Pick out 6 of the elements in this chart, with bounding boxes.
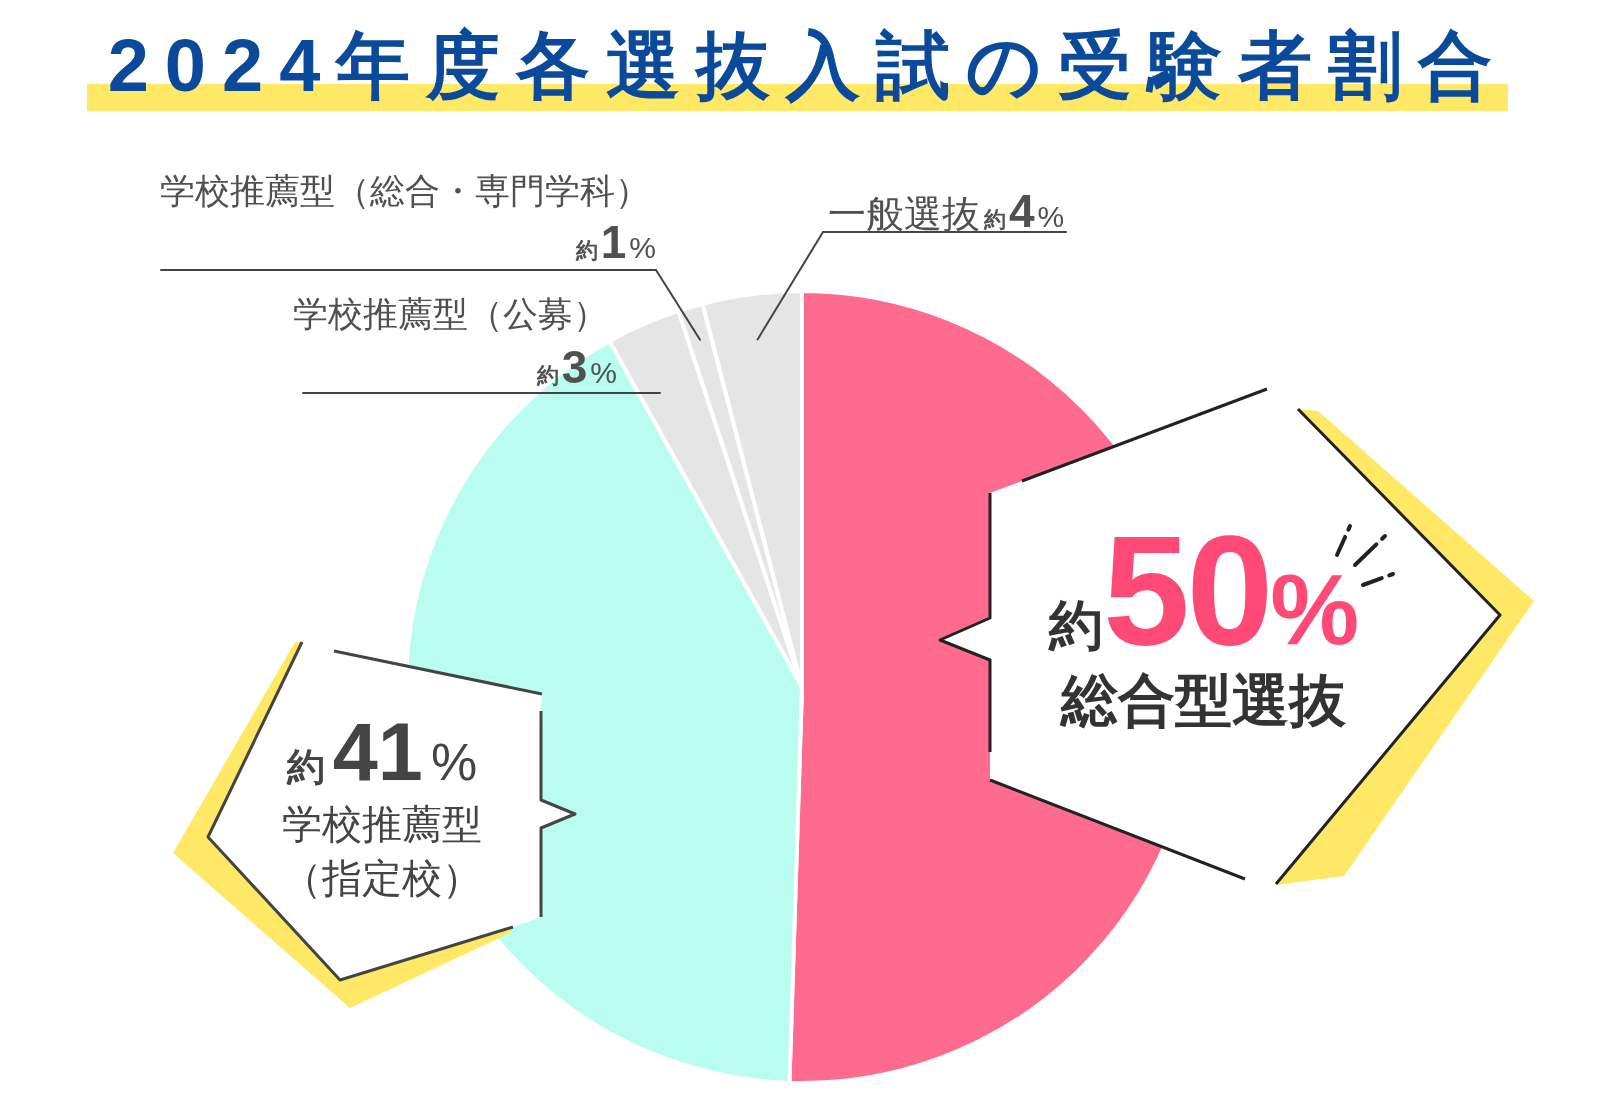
- slice-label: 学校推薦型（公募）: [293, 294, 608, 333]
- data-label: 約3%: [536, 341, 617, 393]
- slice-label: 一般選抜: [828, 193, 980, 235]
- slice-label: 学校推薦型（総合・専門学科）: [160, 171, 650, 210]
- slice-label: 学校推薦型（指定校）: [281, 801, 483, 902]
- data-label: 約4%: [984, 185, 1065, 237]
